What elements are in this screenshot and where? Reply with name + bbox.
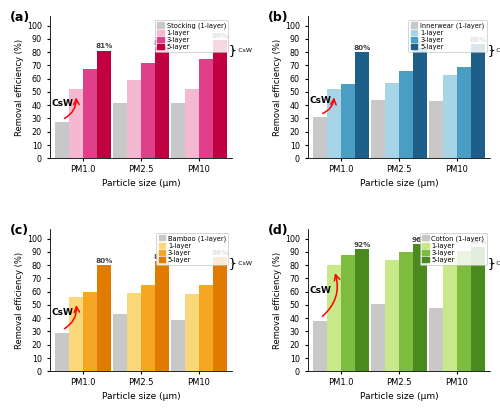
Bar [443,75,457,158]
Text: + CsW: + CsW [231,261,252,266]
Bar [55,333,69,371]
Bar [170,102,184,158]
Bar [199,59,213,158]
X-axis label: Particle size (μm): Particle size (μm) [360,179,438,188]
Bar [429,101,443,158]
Text: }: } [488,44,495,57]
Text: (c): (c) [10,224,29,237]
Bar [385,260,399,371]
Bar [385,83,399,158]
Bar [83,292,97,371]
Bar [97,265,111,371]
Legend: Innerwear (1-layer), 1-layer, 3-layer, 5-layer: Innerwear (1-layer), 1-layer, 3-layer, 5… [408,20,486,52]
Bar [69,297,83,371]
Bar [413,244,427,371]
Text: 89%: 89% [211,33,228,39]
Bar [199,285,213,371]
Bar [113,102,127,158]
Bar [83,69,97,158]
Legend: Stocking (1-layer), 1-layer, 3-layer, 5-layer: Stocking (1-layer), 1-layer, 3-layer, 5-… [155,20,228,52]
X-axis label: Particle size (μm): Particle size (μm) [102,392,180,401]
X-axis label: Particle size (μm): Particle size (μm) [360,392,438,401]
Text: (b): (b) [268,11,289,24]
Bar [141,63,155,158]
Bar [127,80,141,158]
Bar [55,122,69,158]
Bar [155,47,169,158]
Bar [457,67,471,158]
Text: 81%: 81% [96,44,113,49]
Text: + CsW: + CsW [489,48,500,53]
Bar [356,52,370,158]
Bar [184,294,199,371]
Text: + CsW: + CsW [489,261,500,266]
Text: 92%: 92% [354,242,371,248]
Bar [399,71,413,158]
Bar [341,255,355,371]
Bar [184,89,199,158]
Text: }: } [488,257,495,270]
Text: 94%: 94% [470,239,486,245]
Bar [371,304,385,371]
Bar [141,285,155,371]
Bar [413,48,427,158]
Bar [155,261,169,371]
Text: CsW: CsW [310,286,332,295]
Bar [313,321,327,371]
Text: 83%: 83% [154,254,170,260]
Bar [127,293,141,371]
Text: 96%: 96% [412,237,429,243]
Text: 86%: 86% [211,250,228,256]
Bar [429,308,443,371]
Bar [457,251,471,371]
Bar [170,319,184,371]
Bar [471,44,485,158]
Legend: Cotton (1-layer), 1-layer, 3-layer, 5-layer: Cotton (1-layer), 1-layer, 3-layer, 5-la… [420,233,486,265]
Y-axis label: Removal efficiency (%): Removal efficiency (%) [15,252,24,349]
Y-axis label: Removal efficiency (%): Removal efficiency (%) [273,39,282,136]
Bar [356,249,370,371]
Bar [371,100,385,158]
Text: 83%: 83% [412,41,429,47]
Bar [113,314,127,371]
Bar [341,84,355,158]
Text: CsW: CsW [51,99,73,108]
Text: }: } [229,44,236,57]
Bar [69,89,83,158]
Bar [327,89,341,158]
Text: CsW: CsW [310,96,332,105]
Text: (d): (d) [268,224,289,237]
Text: (a): (a) [10,11,30,24]
Bar [213,40,227,158]
Bar [471,246,485,371]
Text: 84%: 84% [154,40,170,46]
Legend: Bamboo (1-layer), 1-layer, 3-layer, 5-layer: Bamboo (1-layer), 1-layer, 3-layer, 5-la… [156,233,228,265]
Text: 80%: 80% [96,258,113,264]
Text: 80%: 80% [354,45,371,51]
Text: + CsW: + CsW [231,48,252,53]
X-axis label: Particle size (μm): Particle size (μm) [102,179,180,188]
Text: CsW: CsW [51,308,73,317]
Bar [399,252,413,371]
Bar [443,257,457,371]
Bar [97,51,111,158]
Text: 86%: 86% [470,37,487,43]
Y-axis label: Removal efficiency (%): Removal efficiency (%) [15,39,24,136]
Bar [313,117,327,158]
Text: }: } [229,257,236,270]
Bar [327,265,341,371]
Y-axis label: Removal efficiency (%): Removal efficiency (%) [273,252,282,349]
Bar [213,257,227,371]
